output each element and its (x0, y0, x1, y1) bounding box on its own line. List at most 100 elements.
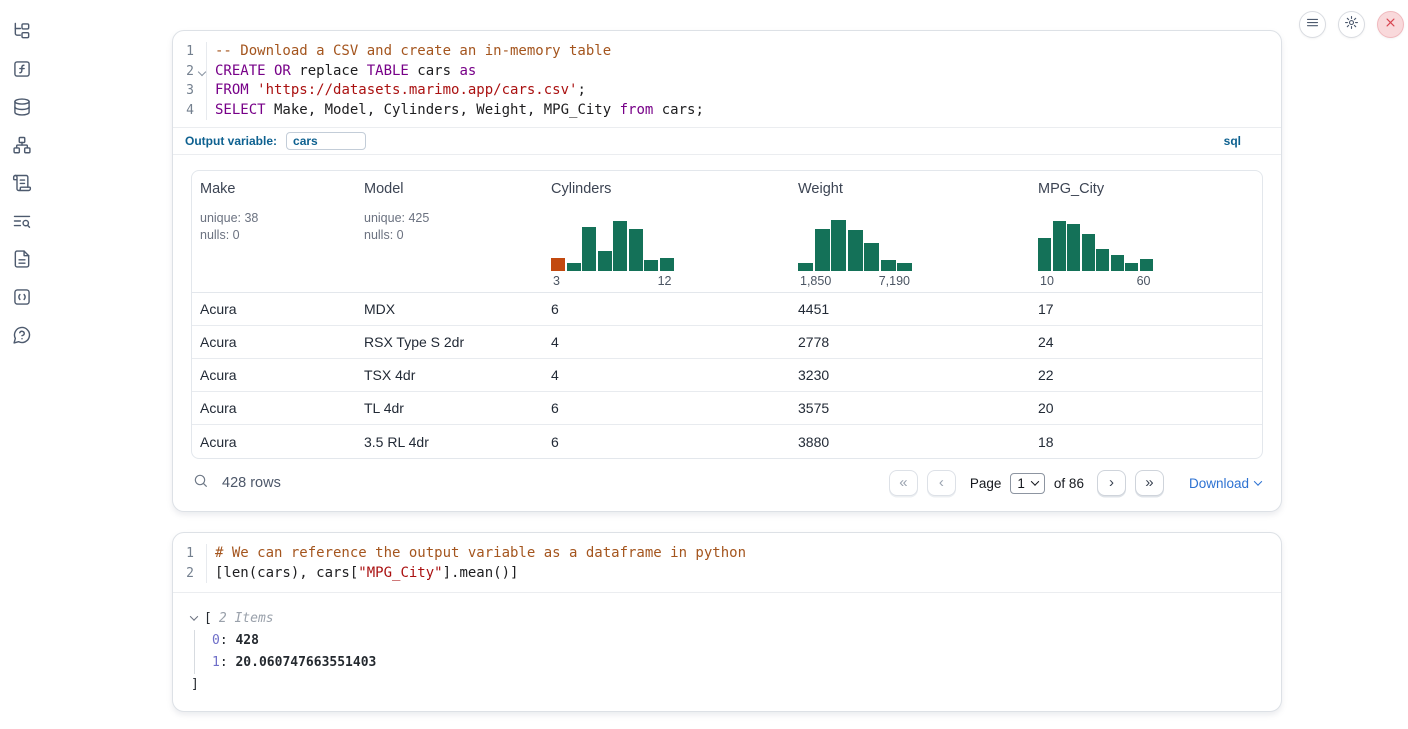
table-row[interactable]: Acura TL 4dr 6 3575 20 (192, 392, 1262, 426)
histogram-bar[interactable] (864, 243, 879, 272)
histogram-bar[interactable] (582, 227, 596, 272)
python-code-editor[interactable]: 1 # We can reference the output variable … (173, 533, 1281, 584)
code-token-plain: ; (577, 82, 586, 99)
table-row[interactable]: Acura 3.5 RL 4dr 6 3880 18 (192, 425, 1262, 458)
item-index: 0 (212, 633, 220, 649)
close-icon (1383, 15, 1398, 35)
histogram-bar[interactable] (1096, 249, 1109, 272)
histogram-bar[interactable] (1081, 234, 1095, 272)
histogram-bar[interactable] (1125, 263, 1138, 272)
collapse-chevron-icon[interactable] (189, 612, 199, 621)
download-button[interactable]: Download (1189, 476, 1263, 491)
column-header-weight[interactable]: Weight 1,850 7,190 (790, 171, 1030, 292)
column-header-make[interactable]: Make unique: 38 nulls: 0 (192, 171, 356, 292)
sql-code-editor[interactable]: 1 -- Download a CSV and create an in-memo… (173, 31, 1281, 121)
sql-cell: 1 -- Download a CSV and create an in-memo… (172, 30, 1282, 513)
notebook-menu-button[interactable] (1299, 11, 1326, 38)
documentation-icon (12, 249, 32, 274)
histogram-bar[interactable] (628, 229, 643, 272)
histogram-bar[interactable] (880, 260, 896, 272)
histogram-bar[interactable] (1067, 224, 1080, 272)
search-icon (193, 473, 209, 494)
table-search-button[interactable]: 428 rows (193, 473, 281, 494)
histogram-bar[interactable] (1038, 238, 1051, 272)
code-line[interactable]: 1 # We can reference the output variable … (173, 544, 1281, 564)
sidebar-item-snippets[interactable] (11, 288, 33, 310)
shutdown-button[interactable] (1377, 11, 1404, 38)
table-cell: 6 (551, 400, 559, 417)
table-row[interactable]: Acura TSX 4dr 4 3230 22 (192, 359, 1262, 393)
sidebar-item-logs[interactable] (11, 212, 33, 234)
sql-cell-output: Make unique: 38 nulls: 0 Model unique: 4… (173, 154, 1281, 511)
snippets-icon (12, 287, 32, 312)
open-bracket: [ (204, 611, 212, 627)
histogram-bar[interactable] (897, 263, 912, 272)
fold-chevron-icon[interactable] (197, 67, 207, 76)
code-line[interactable]: 1 -- Download a CSV and create an in-memo… (173, 42, 1281, 62)
previous-page-button[interactable]: ‹ (926, 470, 956, 497)
line-number: 4 (186, 102, 194, 118)
histogram-bar[interactable] (613, 221, 627, 272)
table-row[interactable]: Acura RSX Type S 2dr 4 2778 24 (192, 326, 1262, 360)
code-line[interactable]: 4 SELECT Make, Model, Cylinders, Weight, … (173, 100, 1281, 121)
table-row[interactable]: Acura MDX 6 4451 17 (192, 293, 1262, 327)
item-value: 20.060747663551403 (235, 655, 377, 671)
histogram-bar[interactable] (1139, 259, 1153, 272)
histogram-bar[interactable] (597, 251, 612, 272)
file-explorer-icon (12, 21, 32, 46)
column-title: MPG_City (1038, 181, 1105, 198)
sidebar-item-file-explorer[interactable] (11, 22, 33, 44)
table-footer: 428 rows « ‹ Page 1 of 86 › » Download (191, 461, 1263, 505)
histogram-bar[interactable] (551, 258, 565, 272)
language-badge[interactable]: sql (1223, 134, 1241, 149)
last-page-button[interactable]: » (1134, 470, 1164, 497)
table-cell: 4 (551, 334, 559, 351)
histogram-bar[interactable] (659, 258, 674, 272)
settings-button[interactable] (1338, 11, 1365, 38)
sidebar-item-documentation[interactable] (11, 249, 33, 274)
histogram-bar[interactable] (1110, 255, 1124, 272)
histogram-bar[interactable] (831, 220, 846, 272)
line-number: 2 (173, 62, 207, 82)
histogram-axis-labels: 3 12 (551, 274, 674, 288)
table-cell: 3.5 RL 4dr (364, 433, 429, 450)
next-page-button[interactable]: › (1096, 470, 1126, 497)
column-header-mpg-city[interactable]: MPG_City 10 60 (1030, 171, 1262, 292)
sidebar-item-functions[interactable] (11, 60, 33, 82)
sidebar-item-datasources[interactable] (11, 97, 33, 120)
page-select-value: 1 (1017, 475, 1025, 491)
python-cell-output: [ 2 Items 0: 428 1: 20.060747663551403 ] (173, 592, 1281, 712)
code-line[interactable]: 2 [len(cars), cars["MPG_City"].mean()] (173, 563, 1281, 584)
histogram-bar[interactable] (847, 230, 863, 272)
line-number: 1 (186, 546, 194, 561)
top-toolbar (1299, 11, 1404, 38)
histogram-bar[interactable] (814, 229, 830, 272)
histogram-bar[interactable] (644, 260, 658, 272)
histogram-bar[interactable] (798, 263, 813, 272)
sidebar-item-scratchpad[interactable] (11, 174, 33, 196)
table-cell: 24 (1038, 334, 1054, 351)
code-text: # We can reference the output variable a… (206, 544, 746, 564)
histogram-bar[interactable] (566, 263, 581, 272)
list-item: 0: 428 (212, 630, 1261, 652)
code-token-plain: cars; (653, 101, 704, 118)
sidebar-item-help[interactable] (11, 326, 33, 348)
histogram-axis-labels: 1,850 7,190 (798, 274, 912, 288)
histogram-max-label: 7,190 (878, 274, 910, 289)
first-page-button[interactable]: « (888, 470, 918, 497)
code-line[interactable]: 3 FROM 'https://datasets.marimo.app/cars.… (173, 81, 1281, 101)
column-header-cylinders[interactable]: Cylinders 3 12 (543, 171, 790, 292)
column-header-model[interactable]: Model unique: 425 nulls: 0 (356, 171, 543, 292)
code-line[interactable]: 2 CREATE OR replace TABLE cars as (173, 61, 1281, 82)
page-select[interactable]: 1 (1010, 472, 1045, 494)
table-cell: Acura (200, 400, 237, 417)
histogram-max-label: 12 (657, 274, 672, 289)
histogram-bar[interactable] (1052, 221, 1066, 272)
table-cell: 6 (551, 301, 559, 318)
table-cell: 20 (1038, 400, 1054, 417)
histogram-axis-labels: 10 60 (1038, 274, 1153, 288)
sidebar-item-dependency-graph[interactable] (11, 136, 33, 158)
logs-search-icon (12, 211, 32, 236)
output-variable-input[interactable] (286, 132, 367, 151)
table-cell: 2778 (798, 334, 830, 351)
